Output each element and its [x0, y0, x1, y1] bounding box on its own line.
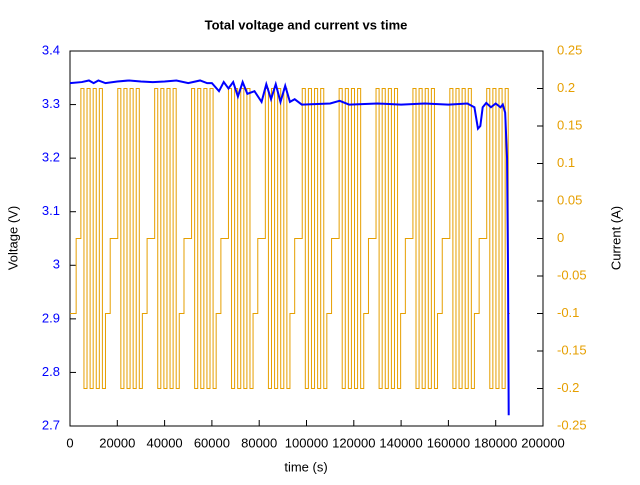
x-axis-label: time (s)	[284, 459, 327, 474]
x-tick-label: 200000	[521, 435, 564, 450]
y2-tick-label: -0.2	[557, 380, 579, 395]
x-tick-label: 60000	[194, 435, 230, 450]
chart-title: Total voltage and current vs time	[205, 17, 408, 32]
y-axis-label: Voltage (V)	[5, 206, 20, 270]
y2-tick-label: 0.2	[557, 80, 575, 95]
x-tick-label: 20000	[99, 435, 135, 450]
x-tick-label: 80000	[241, 435, 277, 450]
y2-tick-label: 0.15	[557, 117, 582, 132]
y2-tick-label: 0.25	[557, 42, 582, 57]
y2-tick-label: 0.05	[557, 192, 582, 207]
y-tick-label: 2.9	[42, 310, 60, 325]
y-tick-label: 2.8	[42, 364, 60, 379]
y-tick-label: 3.1	[42, 203, 60, 218]
x-tick-label: 160000	[427, 435, 470, 450]
y-tick-label: 3.2	[42, 150, 60, 165]
y2-tick-label: -0.25	[557, 417, 587, 432]
y2-tick-label: 0.1	[557, 155, 575, 170]
y2-axis-label: Current (A)	[608, 206, 623, 270]
y-tick-label: 2.7	[42, 417, 60, 432]
y2-tick-label: -0.1	[557, 305, 579, 320]
data-line	[70, 88, 510, 389]
y-tick-label: 3	[53, 257, 60, 272]
data-line	[69, 79, 510, 416]
y2-tick-label: -0.15	[557, 342, 587, 357]
y2-tick-label: 0	[557, 230, 564, 245]
y-tick-label: 3.3	[42, 96, 60, 111]
x-tick-label: 120000	[332, 435, 375, 450]
x-tick-label: 40000	[147, 435, 183, 450]
x-tick-label: 180000	[474, 435, 517, 450]
x-tick-label: 140000	[379, 435, 422, 450]
plot-frame	[69, 50, 544, 427]
y-tick-label: 3.4	[42, 42, 60, 57]
y2-tick-label: -0.05	[557, 267, 587, 282]
x-tick-label: 100000	[285, 435, 328, 450]
x-tick-label: 0	[66, 435, 73, 450]
